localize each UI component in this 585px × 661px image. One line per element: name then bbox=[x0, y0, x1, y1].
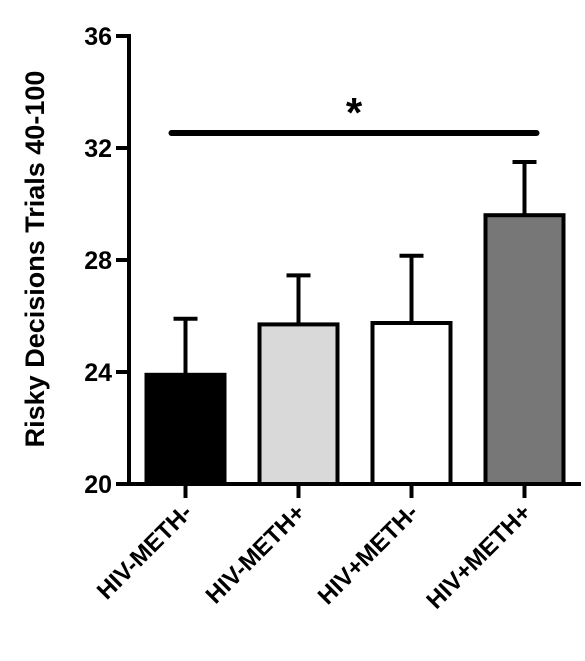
bar bbox=[483, 213, 566, 486]
y-tick-label: 36 bbox=[84, 23, 112, 51]
x-tick-label: HIV+METH- bbox=[313, 499, 424, 610]
y-axis-title: Risky Decisions Trials 40-100 bbox=[20, 71, 50, 448]
y-tick-label: 32 bbox=[84, 135, 112, 163]
bar bbox=[144, 372, 227, 486]
bar bbox=[370, 321, 453, 486]
plot-area: 20 24 28 32 36 HIV-METH- HIV-METH+ HIV+METH-HIV… bbox=[84, 23, 581, 614]
y-tick-label: 28 bbox=[84, 247, 112, 275]
significance-label: * bbox=[346, 89, 363, 136]
x-tick-label: HIV-METH+ bbox=[201, 499, 311, 609]
x-tick-label: HIV+METH+ bbox=[421, 499, 536, 614]
y-tick-label: 20 bbox=[84, 471, 112, 499]
x-tick-label: HIV-METH- bbox=[92, 499, 198, 605]
y-tick-label: 24 bbox=[84, 359, 112, 387]
bar bbox=[257, 322, 340, 486]
